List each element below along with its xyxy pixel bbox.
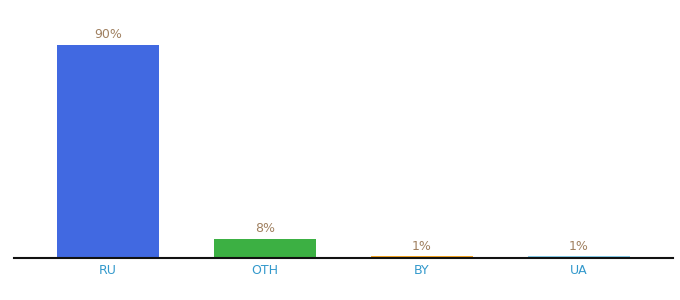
Bar <box>528 256 630 258</box>
Text: 90%: 90% <box>94 28 122 41</box>
Bar <box>57 45 159 258</box>
Bar <box>371 256 473 258</box>
Bar <box>214 239 316 258</box>
Text: 8%: 8% <box>255 223 275 236</box>
Text: 1%: 1% <box>412 240 432 253</box>
Text: 1%: 1% <box>569 240 589 253</box>
